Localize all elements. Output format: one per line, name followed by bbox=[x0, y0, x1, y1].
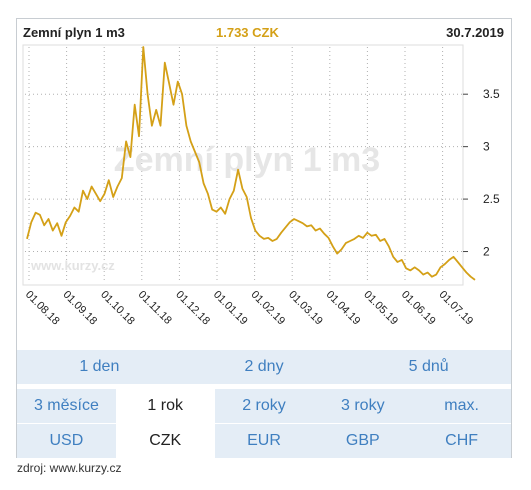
x-tick-label: 01.08.18 bbox=[23, 289, 62, 328]
x-tick-label: 01.03.19 bbox=[286, 289, 325, 328]
currency-chf[interactable]: CHF bbox=[445, 432, 479, 449]
y-axis: 2 2.5 3 3.5 bbox=[463, 87, 500, 259]
period-1-rok[interactable]: 1 rok bbox=[115, 389, 215, 423]
price-date: 30.7.2019 bbox=[446, 25, 504, 40]
y-tick-label: 2 bbox=[483, 245, 490, 259]
price-line bbox=[26, 46, 476, 281]
plot-area bbox=[22, 44, 464, 286]
period-row: 3 měsíce 1 rok 2 roky 3 roky max. bbox=[17, 389, 511, 423]
x-tick-label: 01.07.19 bbox=[436, 289, 475, 328]
x-tick-label: 01.01.19 bbox=[211, 289, 250, 328]
x-tick-label: 01.06.19 bbox=[399, 289, 438, 328]
period-5-dnu[interactable]: 5 dnů bbox=[408, 358, 449, 375]
currency-eur[interactable]: EUR bbox=[247, 432, 281, 449]
period-2-roky[interactable]: 2 roky bbox=[242, 397, 286, 414]
y-tick-label: 3 bbox=[483, 140, 490, 154]
chart-header: Zemní plyn 1 m3 1.733 CZK 30.7.2019 bbox=[17, 19, 511, 45]
period-2-dny[interactable]: 2 dny bbox=[244, 358, 284, 375]
source-note: zdroj: www.kurzy.cz bbox=[17, 461, 122, 475]
period-1-den[interactable]: 1 den bbox=[79, 358, 120, 375]
watermark-site: www.kurzy.cz bbox=[30, 258, 115, 273]
watermark-title: Zemní plyn 1 m3 bbox=[114, 141, 380, 179]
x-tick-label: 01.05.19 bbox=[361, 289, 400, 328]
currency-usd[interactable]: USD bbox=[49, 432, 84, 449]
currency-gbp[interactable]: GBP bbox=[345, 432, 380, 449]
currency-row: USD CZK EUR GBP CHF bbox=[17, 424, 511, 458]
chart-widget: Zemní plyn 1 m3 1.733 CZK 30.7.2019 Zemn… bbox=[16, 18, 512, 458]
y-tick-label: 3.5 bbox=[483, 87, 500, 101]
x-tick-label: 01.11.18 bbox=[136, 289, 174, 327]
x-tick-label: 01.12.18 bbox=[173, 289, 212, 328]
grid bbox=[25, 47, 463, 283]
period-3-mesice[interactable]: 3 měsíce bbox=[33, 397, 99, 414]
price-chart: Zemní plyn 1 m3 www.kurzy.cz 2 2.5 3 3.5 01… bbox=[22, 44, 500, 328]
period-max[interactable]: max. bbox=[444, 397, 479, 414]
period-3-roky[interactable]: 3 roky bbox=[341, 397, 385, 414]
x-tick-label: 01.09.18 bbox=[60, 289, 99, 328]
currency-czk[interactable]: CZK bbox=[115, 424, 215, 458]
intraday-period-row: 1 den 2 dny 5 dnů bbox=[17, 350, 511, 384]
x-tick-label: 01.10.18 bbox=[98, 289, 137, 328]
x-tick-label: 01.04.19 bbox=[324, 289, 363, 328]
y-tick-label: 2.5 bbox=[483, 192, 500, 206]
commodity-title: Zemní plyn 1 m3 bbox=[23, 25, 125, 40]
x-tick-label: 01.02.19 bbox=[248, 289, 287, 328]
current-price: 1.733 CZK bbox=[216, 25, 279, 40]
